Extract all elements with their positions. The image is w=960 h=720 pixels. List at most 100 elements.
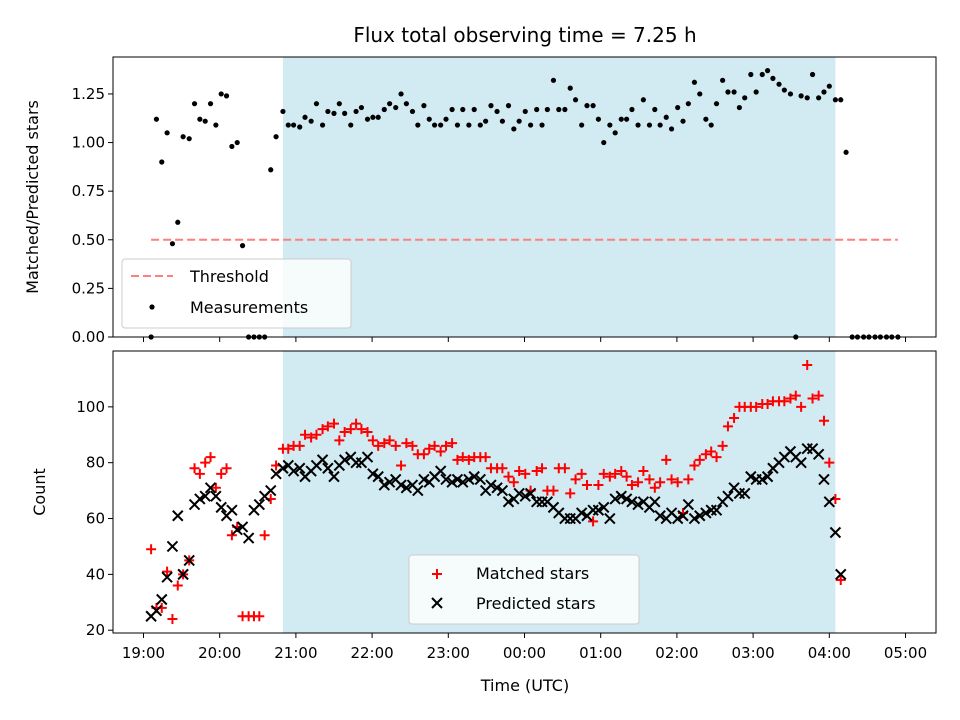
measurement-point [319,122,326,128]
matched-star-point [644,474,655,485]
predicted-star-point [795,456,807,469]
matched-star-point [593,480,604,491]
measurement-point [539,122,545,128]
predicted-star-point [150,604,163,617]
matched-star-point [311,429,322,440]
matched-star-point [401,438,412,449]
matched-star-point [435,446,446,457]
matched-star-point [162,566,173,577]
predicted-star-point [322,462,334,474]
matched-star-point [322,421,333,432]
measurement-point [483,118,489,124]
ratio-legend: Threshold Measurements [121,258,352,329]
measurement-point [336,101,342,107]
measurement-point [703,116,709,122]
legend-predicted-label: Predicted stars [476,594,596,613]
matched-star-point [205,452,216,463]
matched-star-point [390,440,401,451]
measurement-point [466,122,472,128]
predicted-star-point [204,482,217,494]
matched-star-point [221,463,232,474]
measurement-point [685,101,691,107]
matched-star-point [452,454,463,465]
matched-star-points [146,359,846,625]
ratio-y-axis-label: Matched/Predicted stars [23,100,42,294]
measurement-point [191,101,198,107]
matched-star-point [779,396,790,407]
measurement-point [285,122,291,128]
predicted-star-point [457,476,469,488]
measurement-point [308,118,314,124]
counts-y-ticks: 20 40 60 80 100 [76,398,113,639]
legend-measurement-label: Measurements [190,298,308,317]
measurement-point [302,114,308,120]
measurement-point [595,116,602,122]
matched-star-point [480,452,491,463]
measurement-point [601,139,607,146]
measurement-point [202,118,208,124]
predicted-star-point [502,496,515,508]
x-tick-label: 02:00 [655,644,698,662]
measurement-point [239,243,246,249]
predicted-star-point [446,476,458,488]
measurement-point [770,75,776,81]
predicted-star-point [177,568,189,581]
predicted-star-point [316,454,329,466]
predicted-star-point [463,473,475,486]
measurement-point [764,68,771,74]
matched-star-point [785,393,796,404]
matched-star-point [570,474,581,485]
measurement-points [148,68,901,340]
predicted-star-point [277,462,289,474]
measurement-point [393,104,399,111]
measurement-point [505,103,512,109]
measurement-point [234,139,240,146]
predicted-star-point [210,490,222,502]
measurement-point [207,101,214,107]
measurement-point [297,124,303,130]
matched-star-point [216,468,227,479]
measurement-point [843,149,849,155]
predicted-star-point [710,504,723,516]
measurement-point [635,122,641,128]
ratio-panel: 0.00 0.25 0.50 0.75 1.00 1.25 Matched/Predict… [23,56,937,346]
measurement-point [748,71,754,78]
measurement-point [675,104,681,111]
measurement-point [821,89,827,95]
matched-star-point [367,435,378,446]
predicted-star-point [496,484,509,497]
predicted-star-point [328,470,340,483]
predicted-star-point [615,490,627,502]
measurement-point [325,108,331,115]
measurement-point [313,101,320,107]
matched-star-point [621,471,632,482]
predicted-star-point [226,504,238,516]
matched-star-point [226,530,237,541]
y-tick-label: 1.00 [72,134,105,152]
predicted-star-point [412,484,424,497]
measurement-point [816,95,822,101]
matched-star-point [194,468,205,479]
matched-star-point [711,452,722,463]
predicted-star-point [474,473,487,486]
predicted-star-point [378,479,390,491]
measurement-point [629,106,635,113]
measurement-point [494,108,500,115]
matched-star-point [508,477,519,488]
matched-star-point [407,440,418,451]
measurement-point [273,134,279,140]
matched-star-point [396,460,407,471]
measurement-point [618,116,624,122]
matched-star-point [649,482,660,493]
measurement-point [387,101,393,107]
measurement-point [713,101,720,107]
y-tick-label: 0.50 [72,231,105,249]
predicted-star-point [236,521,249,533]
matched-star-point [694,454,705,465]
predicted-star-point [688,512,701,525]
predicted-star-point [287,465,300,477]
y-tick-label: 1.25 [72,85,105,103]
matched-star-point [167,614,178,625]
matched-star-point [294,440,305,451]
counts-panel: 20 40 60 80 100 19:00 20:00 21:00 22:00 23:00 00:… [30,350,937,695]
